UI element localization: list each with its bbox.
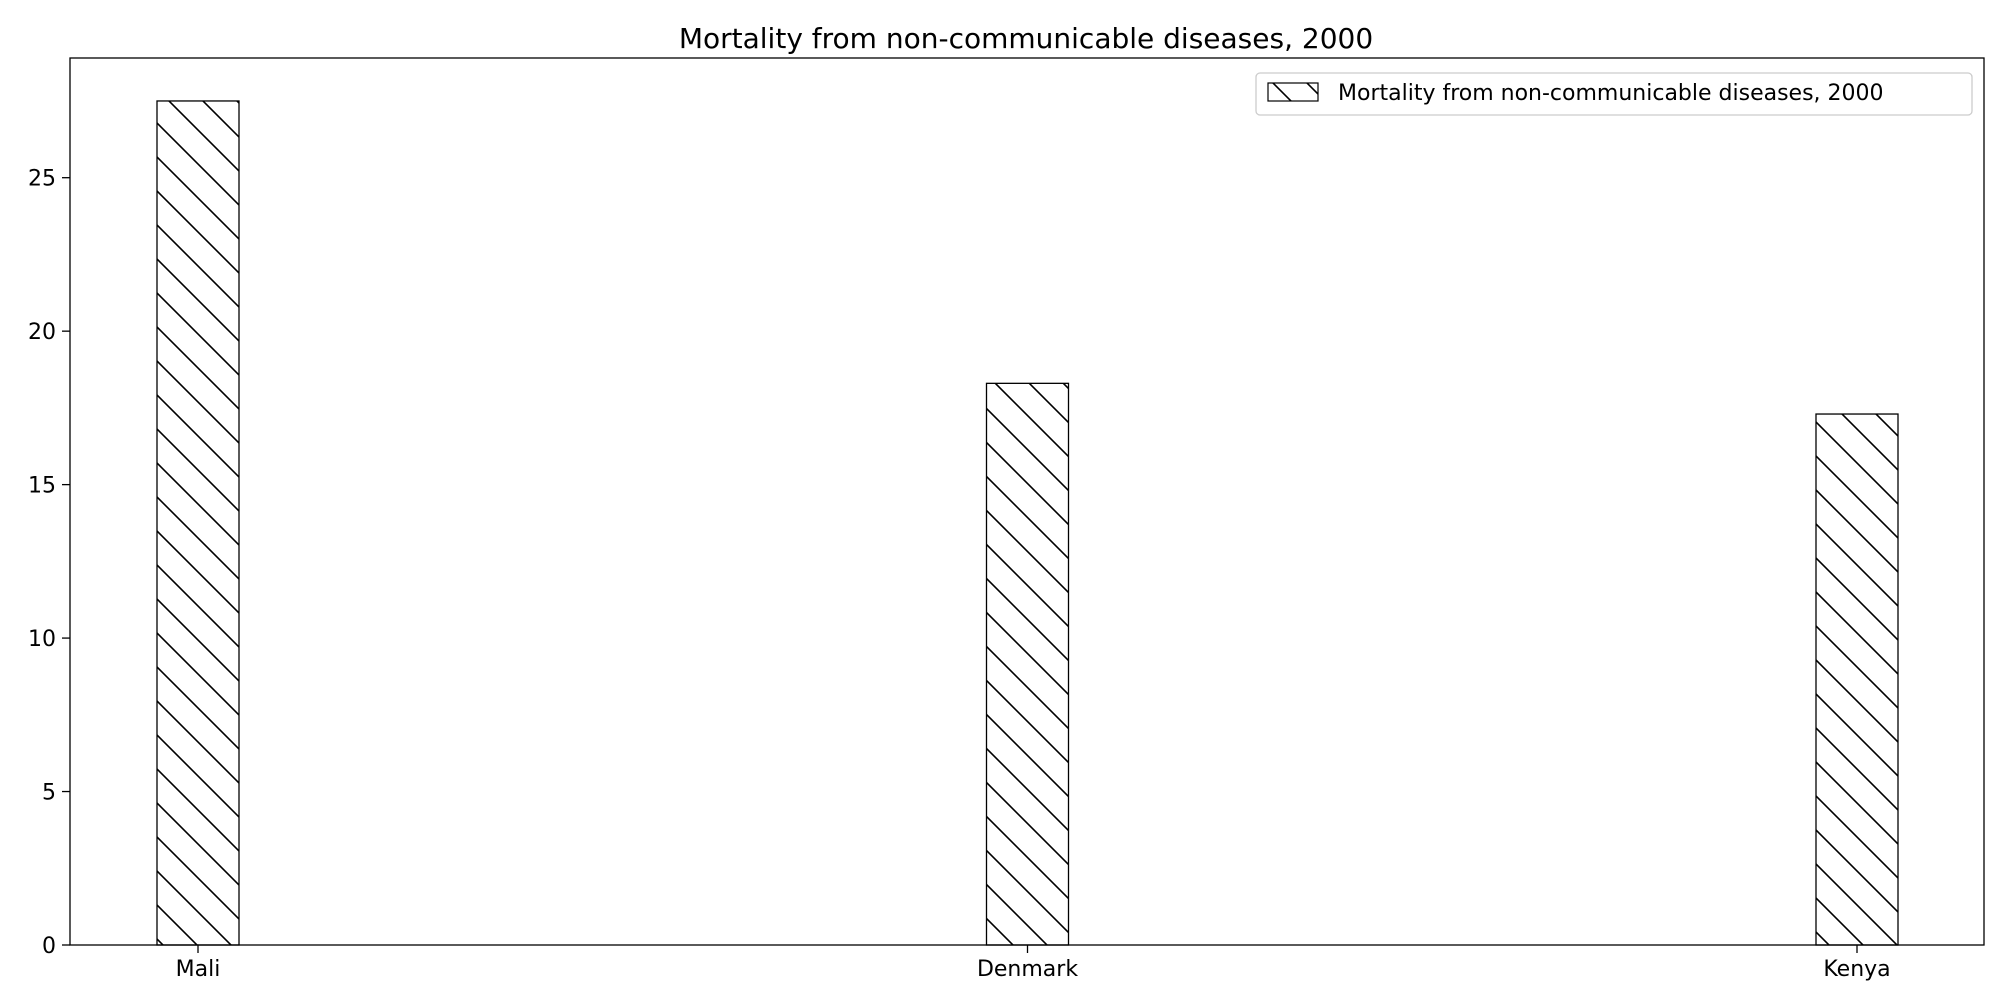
x-axis: Mali Denmark Kenya bbox=[176, 945, 1891, 982]
y-tick-label: 15 bbox=[28, 474, 56, 499]
legend-swatch bbox=[1267, 82, 1319, 102]
bar-mali bbox=[156, 100, 240, 946]
y-tick-label: 25 bbox=[28, 167, 56, 192]
chart-title: Mortality from non-communicable diseases… bbox=[679, 22, 1373, 55]
x-tick-label: Mali bbox=[176, 957, 221, 982]
x-tick-label: Denmark bbox=[977, 957, 1078, 982]
y-tick-label: 0 bbox=[42, 934, 56, 959]
bar-kenya bbox=[1815, 413, 1899, 946]
bars bbox=[156, 100, 1899, 946]
plot-frame bbox=[69, 57, 1985, 946]
legend: Mortality from non-communicable diseases… bbox=[1255, 72, 1973, 116]
y-tick-label: 5 bbox=[42, 781, 56, 806]
y-tick-label: 10 bbox=[28, 627, 56, 652]
legend-label: Mortality from non-communicable diseases… bbox=[1338, 81, 1884, 106]
bar-denmark bbox=[985, 382, 1070, 946]
legend-box bbox=[1255, 72, 1973, 116]
y-axis: 0 5 10 15 20 25 bbox=[28, 167, 70, 959]
y-tick-label: 20 bbox=[28, 320, 56, 345]
x-tick-label: Kenya bbox=[1823, 957, 1890, 982]
